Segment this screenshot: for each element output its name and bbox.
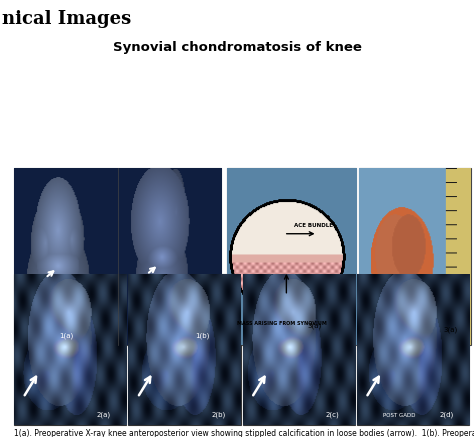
Text: 2(a): 2(a) <box>97 412 111 418</box>
Text: 2(c): 2(c) <box>326 412 339 418</box>
Bar <box>359 168 471 345</box>
Text: MASS ARISING FROM SYNOVIUM: MASS ARISING FROM SYNOVIUM <box>237 321 327 326</box>
Text: 2(b): 2(b) <box>211 412 226 418</box>
Bar <box>227 168 356 345</box>
Bar <box>14 168 221 345</box>
Text: 1(b): 1(b) <box>195 333 210 339</box>
Text: 1(a): 1(a) <box>59 333 73 339</box>
Text: 1(a). Preoperative X-ray knee anteroposterior view showing stippled calcificatio: 1(a). Preoperative X-ray knee anteropost… <box>14 429 474 437</box>
Bar <box>243 274 355 425</box>
Text: Synovial chondromatosis of knee: Synovial chondromatosis of knee <box>112 42 362 55</box>
Bar <box>14 274 127 425</box>
Text: POST GADD: POST GADD <box>383 413 416 418</box>
Bar <box>357 274 469 425</box>
Text: 2(d): 2(d) <box>440 412 454 418</box>
Bar <box>128 274 241 425</box>
Text: 3(a): 3(a) <box>308 323 322 329</box>
Text: nical Images: nical Images <box>2 10 131 28</box>
Text: ACE BUNDLE: ACE BUNDLE <box>294 223 333 229</box>
Text: 3(a): 3(a) <box>444 326 458 333</box>
